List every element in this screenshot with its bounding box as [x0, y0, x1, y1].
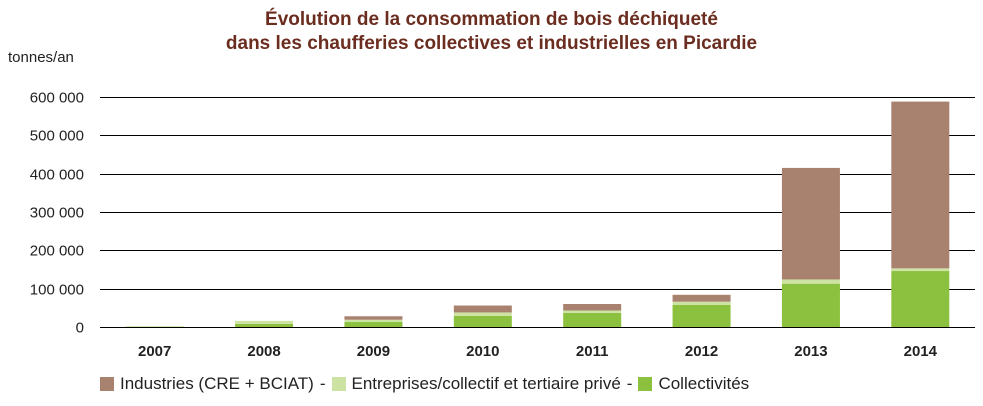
legend-label-collectivites: Collectivités: [658, 374, 750, 393]
grid-lines: [100, 97, 975, 328]
bar-entreprises-2012: [672, 301, 731, 305]
x-tick-label: 2013: [794, 343, 827, 360]
bar-industries-2014: [891, 101, 950, 269]
legend-swatch-collectivites: [638, 377, 653, 391]
bar-industries-2010: [453, 305, 512, 313]
bar-collectivites-2008: [235, 323, 294, 327]
x-tick-label: 2009: [357, 343, 390, 360]
chart-title-line-1: Évolution de la consommation de bois déc…: [265, 9, 718, 30]
bar-collectivites-2013: [781, 283, 840, 327]
y-tick-label: 200 000: [30, 243, 84, 260]
bar-industries-2009: [344, 316, 403, 320]
chart-title-line-2: dans les chaufferies collectives et indu…: [225, 33, 758, 54]
x-tick-label: 2008: [247, 343, 280, 360]
bar-chart: tonnes/an 0 100 000 200 000 300 000 400 000 5…: [8, 49, 975, 360]
legend-separator: -: [626, 374, 633, 393]
legend-separator: -: [319, 374, 326, 393]
x-tick-label: 2011: [576, 343, 609, 360]
bar-collectivites-2014: [891, 271, 950, 327]
x-tick-label: 2007: [138, 343, 171, 360]
bar-collectivites-2012: [672, 304, 731, 327]
legend-label-industries: Industries (CRE + BCIAT): [120, 374, 314, 393]
bar-collectivites-2011: [563, 312, 622, 327]
y-axis-unit-label: tonnes/an: [8, 49, 74, 66]
legend-swatch-entreprises: [331, 377, 346, 391]
x-tick-label: 2010: [466, 343, 499, 360]
bar-industries-2013: [781, 167, 840, 280]
y-tick-label: 400 000: [30, 167, 84, 184]
x-tick-label: 2012: [685, 343, 718, 360]
bar-entreprises-2009: [344, 319, 403, 323]
bar-collectivites-2009: [344, 322, 403, 327]
x-tick-labels: 2007 2008 2009 2010 2011 2012 2013 2014: [138, 343, 938, 360]
y-tick-label: 0: [76, 320, 84, 337]
bar-entreprises-2008: [235, 320, 294, 324]
legend: Industries (CRE + BCIAT) - Entreprises/c…: [100, 374, 749, 394]
legend-swatch-industries: [100, 377, 114, 391]
bar-industries-2011: [563, 304, 622, 311]
y-tick-label: 100 000: [30, 282, 84, 299]
bar-entreprises-2013: [781, 279, 840, 284]
bar-entreprises-2014: [891, 268, 950, 272]
bar-entreprises-2010: [453, 312, 512, 316]
chart-title: Évolution de la consommation de bois déc…: [0, 8, 983, 56]
bar-industries-2012: [672, 294, 731, 302]
bars: [125, 101, 950, 327]
y-tick-labels: 0 100 000 200 000 300 000 400 000 500 000 600 …: [30, 90, 84, 337]
legend-label-entreprises: Entreprises/collectif et tertiaire privé: [351, 374, 621, 393]
x-tick-label: 2014: [904, 343, 938, 360]
bar-entreprises-2011: [563, 310, 622, 313]
bar-collectivites-2010: [453, 315, 512, 327]
y-tick-label: 500 000: [30, 128, 84, 145]
y-tick-label: 600 000: [30, 90, 84, 107]
y-tick-label: 300 000: [30, 205, 84, 222]
